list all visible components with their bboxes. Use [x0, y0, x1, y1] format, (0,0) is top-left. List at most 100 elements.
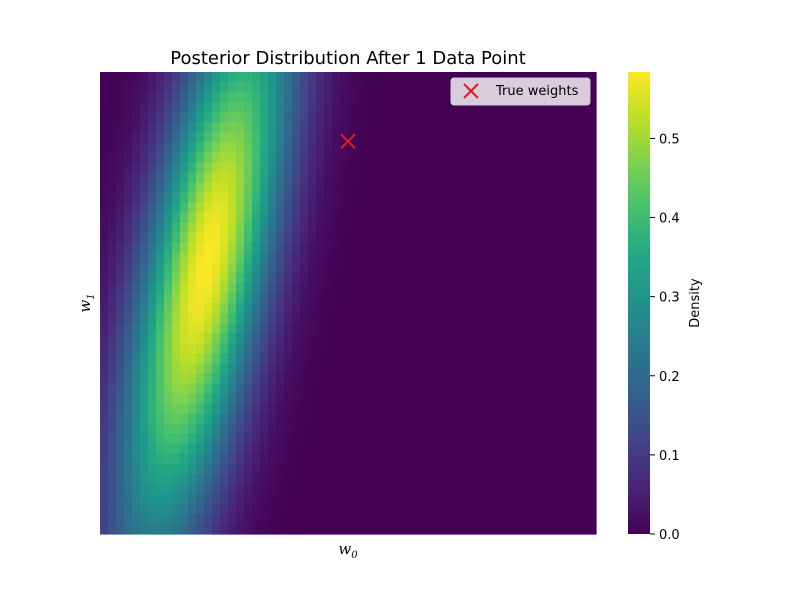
heatmap-cell [548, 383, 557, 394]
heatmap-cell [516, 272, 525, 284]
heatmap-cell [228, 403, 237, 415]
heatmap-cell [484, 443, 493, 455]
heatmap-cell [308, 282, 317, 294]
heatmap-cell [236, 182, 245, 194]
heatmap-cell [116, 433, 125, 445]
heatmap-cell [324, 313, 333, 324]
heatmap-cell [108, 313, 117, 324]
heatmap-cell [220, 122, 229, 133]
heatmap-cell [468, 363, 477, 374]
heatmap-cell [428, 373, 437, 384]
heatmap-cell [484, 242, 493, 254]
heatmap-cell [300, 523, 309, 535]
heatmap-cell [556, 212, 565, 224]
heatmap-cell [204, 162, 213, 174]
heatmap-cell [468, 162, 477, 174]
heatmap-cell [412, 82, 421, 93]
heatmap-cell [164, 262, 173, 274]
heatmap-cell [580, 463, 589, 475]
heatmap-cell [516, 403, 525, 415]
heatmap-cell [140, 252, 149, 264]
heatmap-cell [588, 433, 597, 445]
heatmap-cell [140, 313, 149, 324]
heatmap-cell [156, 323, 165, 334]
heatmap-cell [508, 182, 517, 194]
heatmap-cell [380, 192, 389, 204]
heatmap-cell [420, 483, 429, 495]
heatmap-cell [180, 503, 189, 515]
heatmap-cell [372, 72, 381, 83]
heatmap-cell [180, 473, 189, 485]
heatmap-cell [404, 513, 413, 525]
heatmap-cell [132, 82, 141, 93]
heatmap-cell [356, 232, 365, 244]
heatmap-cell [204, 102, 213, 113]
heatmap-cell [236, 343, 245, 354]
heatmap-cell [452, 493, 461, 505]
heatmap-cell [436, 112, 445, 123]
heatmap-cell [452, 192, 461, 204]
heatmap-cell [564, 513, 573, 525]
heatmap-cell [468, 202, 477, 214]
heatmap-cell [412, 523, 421, 535]
heatmap-cell [292, 433, 301, 445]
heatmap-cell [244, 363, 253, 374]
heatmap-cell [580, 152, 589, 163]
heatmap-cell [508, 523, 517, 535]
heatmap-cell [572, 363, 581, 374]
heatmap-cell [452, 443, 461, 455]
heatmap-cell [396, 102, 405, 113]
heatmap-cell [236, 142, 245, 153]
heatmap-cell [140, 523, 149, 535]
heatmap-cell [220, 473, 229, 485]
heatmap-cell [500, 463, 509, 475]
heatmap-cell [356, 463, 365, 475]
heatmap-cell [428, 393, 437, 405]
heatmap-cell [420, 172, 429, 184]
heatmap-cell [260, 252, 269, 264]
heatmap-cell [588, 423, 597, 435]
heatmap-cell [300, 262, 309, 274]
heatmap-cell [436, 363, 445, 374]
heatmap-cell [436, 72, 445, 83]
heatmap-cell [244, 132, 253, 143]
heatmap-cell [428, 92, 437, 103]
heatmap-cell [252, 172, 261, 184]
heatmap-cell [316, 303, 325, 314]
heatmap-cell [172, 513, 181, 525]
heatmap-cell [260, 423, 269, 435]
heatmap-cell [164, 393, 173, 405]
heatmap-cell [124, 142, 133, 153]
heatmap-cell [220, 463, 229, 475]
heatmap-cell [460, 72, 469, 83]
heatmap-cell [276, 443, 285, 455]
heatmap-cell [228, 112, 237, 123]
heatmap-cell [308, 373, 317, 384]
heatmap-cell [404, 242, 413, 254]
heatmap-cell [580, 453, 589, 465]
heatmap-cell [252, 232, 261, 244]
heatmap-cell [404, 222, 413, 234]
heatmap-cell [180, 483, 189, 495]
heatmap-cell [276, 122, 285, 133]
heatmap-cell [132, 242, 141, 254]
heatmap-cell [292, 212, 301, 224]
heatmap-cell [532, 282, 541, 294]
heatmap-cell [412, 162, 421, 174]
heatmap-cell [196, 373, 205, 384]
heatmap-cell [252, 303, 261, 314]
heatmap-cell [356, 363, 365, 374]
heatmap-cell [508, 323, 517, 334]
heatmap-cell [396, 92, 405, 103]
heatmap-cell [588, 222, 597, 234]
heatmap-cell [404, 152, 413, 163]
heatmap-cell [508, 383, 517, 394]
heatmap-cell [556, 483, 565, 495]
heatmap-cell [420, 272, 429, 284]
heatmap-cell [524, 403, 533, 415]
heatmap-cell [580, 272, 589, 284]
heatmap-cell [444, 343, 453, 354]
heatmap-cell [588, 202, 597, 214]
heatmap-cell [556, 232, 565, 244]
heatmap-cell [132, 403, 141, 415]
